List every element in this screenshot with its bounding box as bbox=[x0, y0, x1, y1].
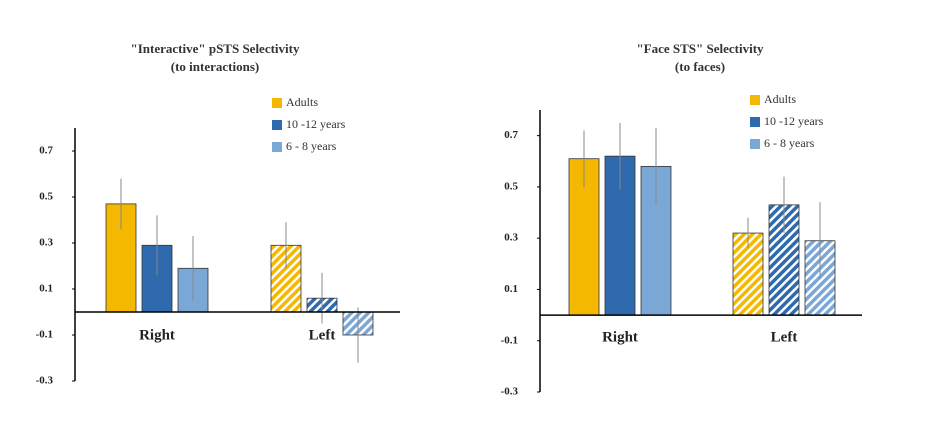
legend-label: 6 - 8 years bbox=[286, 139, 337, 153]
x-tick-label: Right bbox=[139, 327, 175, 343]
legend-label: Adults bbox=[764, 92, 796, 106]
legend-label: 10 -12 years bbox=[764, 114, 824, 128]
legend-label: Adults bbox=[286, 95, 318, 109]
y-tick-label: 0.1 bbox=[39, 283, 53, 295]
y-tick-label: 0.3 bbox=[39, 237, 53, 249]
y-tick-label: -0.1 bbox=[36, 329, 53, 341]
legend-swatch bbox=[750, 117, 760, 127]
y-tick-label: 0.5 bbox=[39, 191, 53, 203]
legend-label: 10 -12 years bbox=[286, 117, 346, 131]
y-tick-label: 0.3 bbox=[504, 232, 518, 244]
y-tick-label: -0.3 bbox=[36, 375, 54, 387]
y-tick-label: -0.3 bbox=[501, 386, 519, 398]
legend-swatch bbox=[750, 139, 760, 149]
y-tick-label: 0.5 bbox=[504, 180, 518, 192]
chart-title: "Face STS" Selectivity bbox=[636, 41, 764, 56]
chart-title: "Interactive" pSTS Selectivity bbox=[131, 41, 300, 56]
y-tick-label: -0.1 bbox=[501, 334, 518, 346]
x-tick-label: Left bbox=[309, 327, 336, 343]
legend-swatch bbox=[272, 98, 282, 108]
y-tick-label: 0.7 bbox=[39, 145, 53, 157]
x-tick-label: Left bbox=[771, 329, 798, 345]
legend-swatch bbox=[272, 142, 282, 152]
legend-swatch bbox=[750, 95, 760, 105]
x-tick-label: Right bbox=[602, 329, 638, 345]
legend-label: 6 - 8 years bbox=[764, 136, 815, 150]
chart-subtitle: (to faces) bbox=[675, 59, 725, 74]
chart-subtitle: (to interactions) bbox=[171, 59, 259, 74]
legend-swatch bbox=[272, 120, 282, 130]
y-tick-label: 0.1 bbox=[504, 283, 518, 295]
y-tick-label: 0.7 bbox=[504, 129, 518, 141]
